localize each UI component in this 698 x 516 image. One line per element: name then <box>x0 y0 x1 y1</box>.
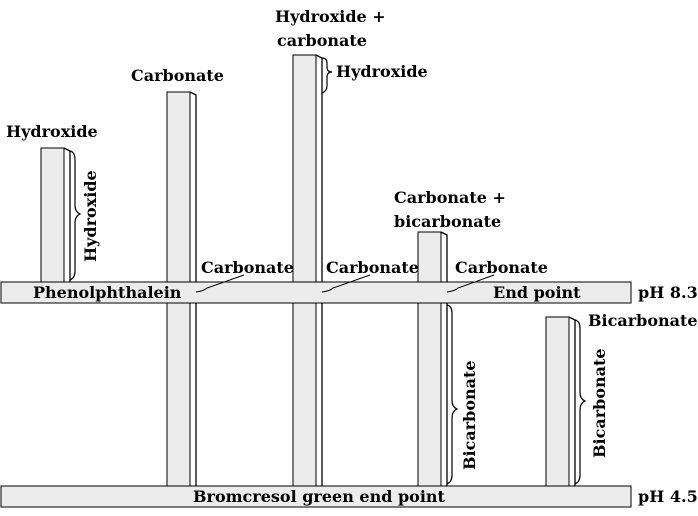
column-bicarbonate-shading <box>568 316 576 486</box>
column-bicarbonate-top-label: Bicarbonate <box>588 311 698 330</box>
bromcresol-band: Bromcresol green end point pH 4.5 <box>0 485 698 508</box>
column-hydroxide-carbonate: Hydroxide + carbonate Hydroxide <box>275 7 428 487</box>
column-carbonate-bicarbonate-brace-label: Bicarbonate <box>460 360 479 470</box>
carbonate-leader-3: Carbonate <box>446 258 548 293</box>
column-carbonate-shading <box>189 91 197 486</box>
column-hydroxide-carbonate-bar <box>292 54 317 487</box>
bromcresol-label: Bromcresol green end point <box>193 487 446 506</box>
column-carbonate-bicarbonate-bar <box>417 231 442 487</box>
column-hydroxide-carbonate-brace <box>321 57 333 94</box>
phenolphthalein-label: Phenolphthalein <box>33 283 182 302</box>
column-hydroxide-carbonate-title-line1: Hydroxide + <box>275 7 386 26</box>
bromcresol-band-bar <box>0 485 632 508</box>
carbonate-leader-3-line <box>446 274 495 293</box>
column-carbonate-bicarbonate-brace <box>446 304 459 485</box>
column-bicarbonate-brace-label: Bicarbonate <box>590 348 609 458</box>
phenolphthalein-band-bar <box>0 281 632 304</box>
column-hydroxide-brace-label: Hydroxide <box>81 170 100 262</box>
column-carbonate-bicarbonate-title-line2: bicarbonate <box>394 212 501 231</box>
column-carbonate-bicarbonate-shading <box>440 231 448 486</box>
carbonate-leader-1: Carbonate <box>195 258 294 293</box>
phenolphthalein-ph-label: pH 8.3 <box>638 283 698 302</box>
column-hydroxide-carbonate-brace-label: Hydroxide <box>336 62 428 81</box>
column-carbonate-bicarbonate-title-line1: Carbonate + <box>394 188 506 207</box>
column-bicarbonate-brace <box>574 319 587 485</box>
column-bicarbonate: Bicarbonate Bicarbonate <box>545 311 698 487</box>
column-hydroxide-title: Hydroxide <box>6 122 98 141</box>
carbonate-leader-1-line <box>195 274 245 293</box>
phenolphthalein-band: Phenolphthalein End point pH 8.3 <box>0 281 698 304</box>
carbonate-leader-2-label: Carbonate <box>326 258 419 277</box>
column-hydroxide-carbonate-shading <box>315 54 323 486</box>
carbonate-leader-1-label: Carbonate <box>201 258 294 277</box>
column-carbonate-title: Carbonate <box>131 66 224 85</box>
column-hydroxide-bar <box>40 147 65 283</box>
column-hydroxide-shading <box>63 147 71 282</box>
column-hydroxide-carbonate-title-line2: carbonate <box>277 31 367 50</box>
carbonate-leader-2-line <box>321 274 371 293</box>
column-carbonate-bicarbonate: Carbonate + bicarbonate Bicarbonate <box>394 188 506 487</box>
phenolphthalein-end-point-label: End point <box>493 283 581 302</box>
column-bicarbonate-bar <box>545 316 570 487</box>
column-hydroxide-brace <box>69 150 82 281</box>
carbonate-leader-2: Carbonate <box>321 258 419 293</box>
column-hydroxide: Hydroxide Hydroxide <box>6 122 100 283</box>
carbonate-leader-3-label: Carbonate <box>455 258 548 277</box>
bromcresol-ph-label: pH 4.5 <box>638 487 698 506</box>
